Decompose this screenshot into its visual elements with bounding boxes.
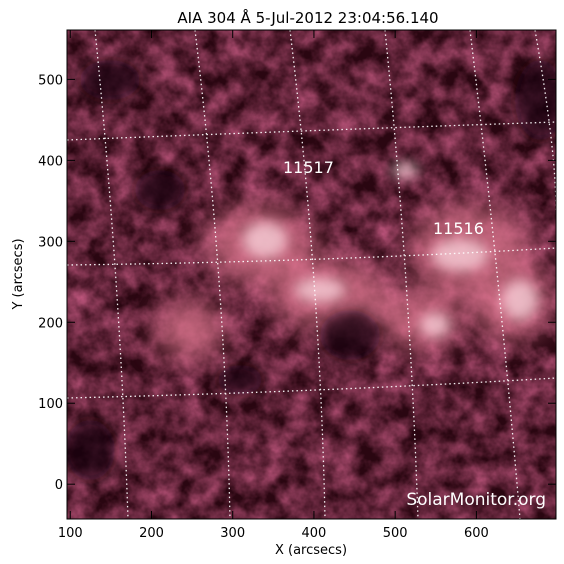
longitude-line	[94, 30, 129, 519]
x-tick-label: 600	[464, 526, 489, 541]
x-tick-label: 200	[139, 526, 164, 541]
heliographic-grid	[67, 30, 556, 519]
bright-cores	[243, 162, 538, 337]
y-tick-label: 300	[38, 235, 63, 250]
longitude-line	[384, 30, 419, 519]
x-axis: 100 200 300 400 500 600	[58, 30, 489, 541]
longitude-line	[289, 30, 326, 519]
latitude-line	[67, 247, 556, 266]
y-tick-label: 400	[38, 154, 63, 169]
region-label: 11517	[283, 158, 334, 177]
x-tick-label: 100	[58, 526, 83, 541]
plot-frame	[66, 29, 557, 520]
y-tick-label: 0	[55, 478, 63, 493]
longitude-line	[194, 30, 231, 519]
y-axis: 0 100 200 300 400 500	[38, 73, 556, 493]
y-tick-label: 200	[38, 316, 63, 331]
dark-filaments	[67, 60, 556, 480]
longitude-line	[534, 30, 556, 211]
latitude-line	[67, 121, 556, 141]
latitude-line	[67, 377, 556, 399]
y-tick-label: 100	[38, 397, 63, 412]
y-axis-label: Y (arcsecs)	[11, 238, 26, 310]
region-label: 11516	[433, 219, 484, 238]
longitude-line	[469, 30, 521, 519]
figure-title: AIA 304 Å 5-Jul-2012 23:04:56.140	[177, 8, 438, 27]
watermark: SolarMonitor.org	[406, 490, 546, 510]
x-tick-label: 400	[302, 526, 327, 541]
y-tick-label: 500	[38, 73, 63, 88]
x-axis-label: X (arcsecs)	[275, 543, 347, 558]
x-tick-label: 300	[220, 526, 245, 541]
image-area: 11517 11516 SolarMonitor.org	[67, 30, 556, 519]
x-tick-label: 500	[383, 526, 408, 541]
